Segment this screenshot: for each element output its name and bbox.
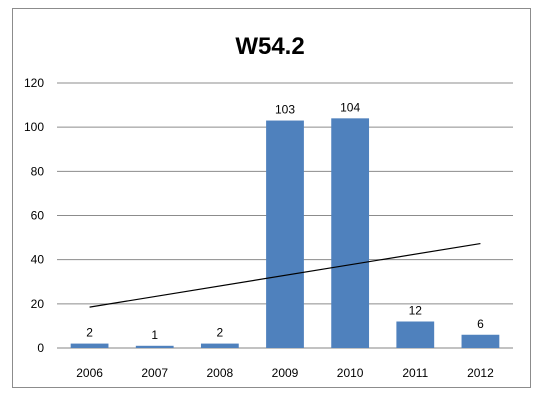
y-tick-label: 40 xyxy=(31,253,45,267)
bars xyxy=(70,118,500,349)
x-tick-label-2011: 2011 xyxy=(402,366,428,380)
bar-2007 xyxy=(135,345,174,348)
x-tick-label-2006: 2006 xyxy=(76,366,103,380)
bar-2012 xyxy=(461,334,500,348)
data-label-2008: 2 xyxy=(217,326,224,340)
y-tick-label: 20 xyxy=(31,297,45,311)
trendline xyxy=(89,242,481,308)
y-axis-ticks: 0 20 40 60 80 100 120 xyxy=(24,76,44,355)
data-label-2011: 12 xyxy=(409,304,423,318)
y-tick-label: 0 xyxy=(37,341,44,355)
x-tick-label-2009: 2009 xyxy=(272,366,299,380)
x-tick-label-2007: 2007 xyxy=(141,366,168,380)
chart-title: W54.2 xyxy=(235,33,304,60)
data-label-2010: 104 xyxy=(340,100,360,114)
bar-2006 xyxy=(70,343,109,348)
bar-2011 xyxy=(396,321,435,348)
data-label-2006: 2 xyxy=(86,326,93,340)
y-tick-label: 120 xyxy=(24,76,44,90)
data-label-2009: 103 xyxy=(275,103,295,117)
y-tick-label: 100 xyxy=(24,120,44,134)
data-label-2012: 6 xyxy=(477,317,484,331)
x-tick-label-2008: 2008 xyxy=(207,366,234,380)
data-label-2007: 1 xyxy=(151,328,158,342)
y-tick-label: 60 xyxy=(31,209,45,223)
bar-2010 xyxy=(331,118,370,348)
x-tick-label-2012: 2012 xyxy=(467,366,494,380)
bar-2008 xyxy=(200,343,239,348)
trendline-group xyxy=(89,242,481,308)
bar-2009 xyxy=(266,120,304,349)
x-tick-label-2010: 2010 xyxy=(337,366,364,380)
x-axis-ticks: 2006 2007 2008 2009 2010 2011 2012 xyxy=(76,366,494,380)
y-tick-label: 80 xyxy=(31,164,45,178)
